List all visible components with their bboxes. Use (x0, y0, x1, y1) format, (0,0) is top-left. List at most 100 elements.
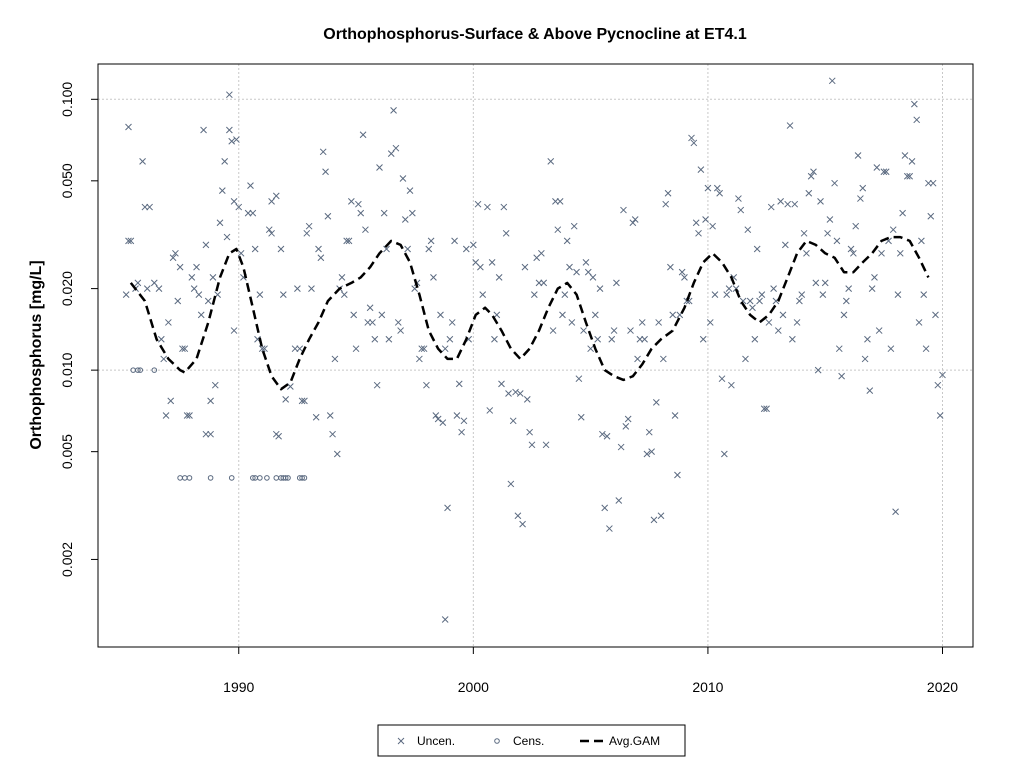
y-tick-label: 0.002 (59, 542, 75, 577)
uncensored-point (746, 297, 754, 305)
uncensored-point (871, 274, 878, 281)
uncensored-point (157, 335, 165, 343)
uncensored-point (319, 148, 327, 156)
censored-point (285, 475, 291, 481)
legend-symbol-uncen (397, 737, 405, 745)
uncensored-point (401, 216, 409, 223)
uncensored-point (179, 345, 186, 353)
uncensored-point (702, 216, 709, 223)
uncensored-point (606, 525, 613, 532)
uncensored-point (896, 249, 904, 257)
uncensored-point (287, 383, 294, 390)
uncensored-point (512, 388, 519, 396)
uncensored-point (878, 249, 885, 257)
uncensored-point (526, 428, 533, 436)
uncensored-point (345, 237, 353, 245)
uncensored-point (425, 245, 433, 253)
uncensored-point (664, 189, 672, 197)
uncensored-point (469, 241, 477, 249)
censored-point (135, 367, 141, 373)
uncensored-point (718, 375, 726, 383)
legend: Uncen. Cens. Avg.GAM (377, 724, 686, 757)
uncensored-point (927, 212, 935, 220)
uncensored-point (845, 285, 853, 292)
uncensored-point (725, 285, 733, 292)
uncensored-point (936, 412, 944, 419)
uncensored-point (566, 263, 573, 271)
uncensored-point (338, 274, 346, 281)
uncensored-point (793, 319, 801, 326)
uncensored-point (873, 164, 881, 171)
x-axis: 1990 2000 2010 2020 (223, 647, 958, 695)
uncensored-point (669, 311, 677, 319)
uncensored-point (204, 297, 212, 305)
uncensored-point (258, 345, 266, 353)
uncensored-point (500, 203, 508, 211)
uncensored-point (226, 126, 233, 134)
uncensored-point (523, 396, 531, 403)
uncensored-point (922, 345, 930, 353)
uncensored-point (528, 441, 536, 449)
uncensored-point (423, 381, 430, 389)
censored-point (257, 475, 263, 481)
uncensored-point (789, 335, 796, 343)
uncensored-point (134, 279, 142, 287)
uncensored-point (929, 179, 937, 187)
censored-point (177, 475, 183, 481)
uncensored-point (448, 319, 456, 326)
uncensored-point (275, 432, 282, 440)
uncensored-point (887, 345, 895, 353)
uncensored-point (218, 187, 226, 194)
uncensored-point (155, 285, 163, 292)
uncensored-point (150, 279, 158, 287)
uncensored-point (340, 291, 348, 298)
uncensored-point (657, 512, 665, 520)
uncensored-point (826, 216, 834, 223)
uncensored-point (650, 516, 658, 524)
uncensored-point (432, 412, 440, 419)
uncensored-point (796, 297, 803, 305)
uncensored-point (868, 285, 876, 292)
uncensored-point (599, 430, 606, 438)
uncensored-point (420, 345, 428, 353)
legend-symbol-cens (494, 738, 500, 744)
uncensored-point (934, 381, 942, 389)
uncensored-point (249, 209, 257, 217)
uncensored-point (200, 126, 207, 134)
uncensored-point (146, 203, 153, 211)
censored-point (282, 475, 289, 481)
uncensored-point (939, 371, 946, 379)
uncensored-point (237, 249, 245, 257)
legend-box (377, 724, 686, 757)
uncensored-point (298, 397, 306, 405)
uncensored-point (913, 116, 921, 124)
uncensored-point (894, 291, 902, 298)
uncensored-point (594, 335, 602, 343)
uncensored-point (399, 175, 407, 182)
uncensored-point (596, 285, 604, 292)
uncensored-point (427, 237, 435, 245)
y-axis-label: Orthophosphorus [mg/L] (28, 260, 45, 449)
uncensored-point (690, 139, 698, 147)
uncensored-point (915, 319, 923, 326)
uncensored-point (615, 497, 623, 504)
uncensored-point (359, 131, 367, 139)
uncensored-point (387, 150, 395, 157)
uncensored-point (479, 291, 487, 298)
uncensored-point (277, 245, 285, 253)
uncensored-point (810, 168, 817, 176)
uncensored-point (125, 123, 132, 131)
uncensored-point (648, 448, 655, 456)
uncensored-point (814, 366, 822, 374)
uncensored-point (742, 355, 749, 363)
uncensored-point (704, 184, 712, 192)
uncensored-point (362, 226, 369, 234)
uncensored-point (495, 274, 503, 281)
uncensored-point (791, 200, 799, 208)
uncensored-point (216, 219, 224, 227)
uncensored-point (125, 237, 132, 245)
uncensored-point (458, 428, 465, 436)
uncensored-point (803, 249, 810, 257)
uncensored-point (723, 291, 731, 298)
